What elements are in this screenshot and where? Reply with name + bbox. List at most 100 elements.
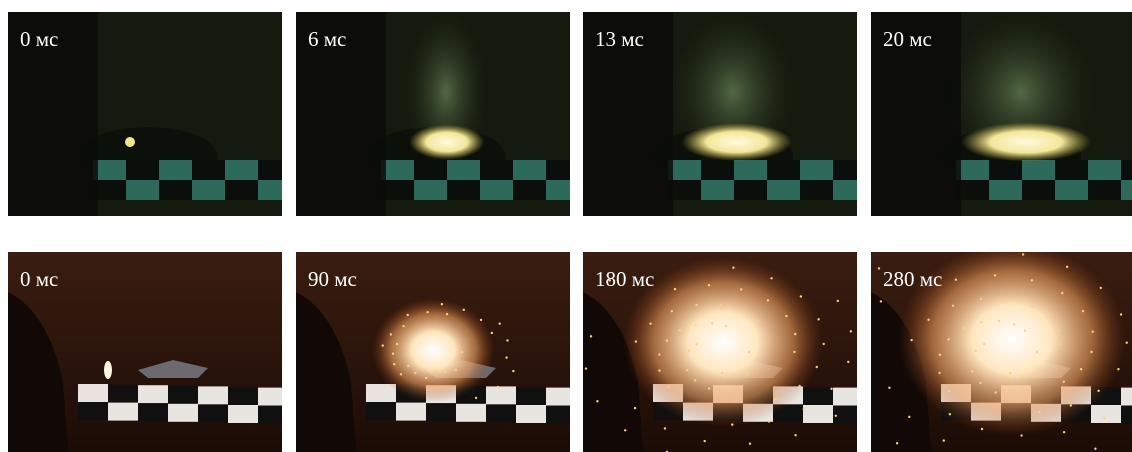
spark	[983, 343, 985, 345]
spark	[667, 385, 669, 387]
spark	[396, 343, 398, 345]
spark	[1031, 279, 1033, 281]
checker	[447, 160, 480, 180]
flame	[104, 361, 112, 379]
spark	[708, 387, 710, 389]
checker	[108, 403, 138, 421]
spark	[425, 377, 427, 379]
checker	[426, 403, 456, 421]
spark	[1063, 381, 1065, 383]
spark	[800, 295, 802, 297]
checker	[734, 180, 767, 200]
spark	[414, 372, 416, 374]
checker	[734, 160, 767, 180]
checker	[447, 180, 480, 200]
figure: 0 мс6 мс13 мс20 мс0 мс90 мс180 мс280 мс	[0, 0, 1132, 452]
photo-panel: 280 мс	[850, 237, 1132, 452]
time-label: 0 мс	[20, 27, 58, 51]
spark	[590, 335, 592, 337]
spark	[624, 429, 626, 431]
spark	[694, 379, 696, 381]
checker	[1121, 388, 1132, 406]
checker	[1121, 406, 1132, 424]
checker	[767, 160, 800, 180]
spark	[688, 349, 690, 351]
checker	[833, 160, 866, 180]
spark	[434, 370, 436, 372]
checker	[159, 160, 192, 180]
spark	[943, 439, 945, 441]
checker	[480, 180, 513, 200]
checker	[366, 402, 396, 420]
spark	[703, 440, 705, 442]
spark	[929, 245, 931, 247]
spark	[768, 420, 770, 422]
spark	[798, 385, 800, 387]
spark	[757, 319, 759, 321]
checker	[258, 160, 291, 180]
spark	[994, 391, 996, 393]
checker	[989, 180, 1022, 200]
spark	[721, 371, 723, 373]
checker	[198, 386, 228, 404]
spark	[741, 310, 743, 312]
spark	[671, 310, 673, 312]
spark	[461, 351, 463, 353]
time-label: 280 мс	[883, 267, 942, 291]
spark	[794, 434, 796, 436]
spark	[649, 322, 651, 324]
spark	[1024, 329, 1026, 331]
spark	[695, 304, 697, 306]
spark	[817, 318, 819, 320]
spark	[774, 398, 776, 400]
spark	[498, 322, 500, 324]
spark	[407, 314, 409, 316]
spark	[939, 354, 941, 356]
spark	[708, 284, 710, 286]
spark	[664, 427, 666, 429]
spark	[847, 361, 849, 363]
fireball	[409, 125, 484, 160]
spark	[803, 408, 805, 410]
spark	[1038, 411, 1040, 413]
spark	[1100, 287, 1102, 289]
checker	[1055, 180, 1088, 200]
spark	[444, 371, 446, 373]
spark	[1090, 351, 1092, 353]
checker	[159, 180, 192, 200]
spark	[974, 349, 976, 351]
spark	[981, 428, 983, 430]
checker	[456, 404, 486, 422]
spark	[1061, 292, 1063, 294]
checker	[414, 160, 447, 180]
spark	[1009, 372, 1011, 374]
spark	[1103, 417, 1105, 419]
spark	[407, 365, 409, 367]
spark	[1094, 448, 1096, 450]
spark	[927, 319, 929, 321]
spark	[711, 322, 713, 324]
checker	[192, 180, 225, 200]
spark	[908, 416, 910, 418]
checker	[1088, 180, 1121, 200]
checker	[546, 180, 579, 200]
spark	[1092, 331, 1094, 333]
spark	[731, 423, 733, 425]
spark	[970, 359, 972, 361]
spark	[658, 353, 660, 355]
spark	[1020, 434, 1022, 436]
checker	[486, 404, 516, 422]
checker	[198, 404, 228, 422]
spark	[1008, 298, 1010, 300]
explosion	[372, 298, 495, 402]
spark	[986, 237, 988, 239]
spark	[463, 309, 465, 311]
spark	[1082, 310, 1084, 312]
spark	[1080, 368, 1082, 370]
time-label: 0 мс	[20, 267, 58, 291]
spark	[1070, 404, 1072, 406]
spark	[695, 343, 697, 345]
checker	[228, 387, 258, 405]
checker	[516, 387, 546, 405]
spark	[1021, 375, 1023, 377]
